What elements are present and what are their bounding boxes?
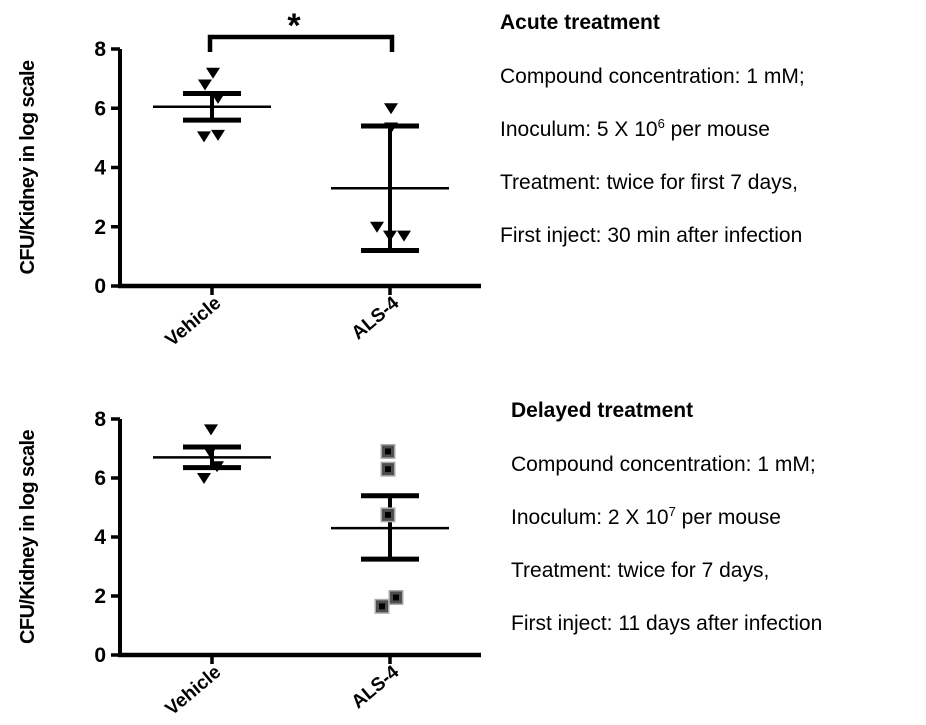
acute-info-title: Acute treatment [500, 11, 660, 34]
y-tick-label: 0 [94, 275, 106, 298]
data-point-square-core [393, 594, 399, 601]
y-tick-label: 8 [94, 38, 106, 61]
data-point-triangle [197, 131, 211, 143]
info-line: First inject: 11 days after infection [511, 612, 823, 635]
y-tick-label: 4 [94, 526, 106, 549]
acute-info-block: Acute treatment Compound concentration: … [500, 10, 920, 276]
data-point-triangle [206, 67, 220, 79]
delayed-info-lines: Compound concentration: 1 mM; Inoculum: 2… [511, 452, 926, 637]
y-tick-label: 6 [94, 97, 106, 120]
category-label: ALS-4 [348, 661, 404, 713]
y-tick-label: 2 [94, 216, 106, 239]
delayed-treatment-chart: 0 2 4 6 8 Vehicle ALS-4 CFU/Kidney in log scale [17, 408, 481, 720]
data-point-triangle [211, 129, 225, 141]
info-line: Treatment: twice for first 7 days, [500, 171, 798, 194]
data-point-triangle [204, 424, 218, 436]
data-point-square-core [379, 603, 385, 610]
data-point-triangle [198, 79, 212, 91]
y-tick-label: 2 [94, 585, 106, 608]
category-label: Vehicle [162, 293, 226, 351]
category-label: ALS-4 [348, 292, 404, 344]
data-point-triangle [384, 103, 398, 115]
y-tick-label: 8 [94, 408, 106, 431]
info-line: Compound concentration: 1 mM; [511, 453, 816, 476]
y-tick-label: 4 [94, 157, 106, 180]
info-line: Treatment: twice for 7 days, [511, 559, 770, 582]
category-label: Vehicle [162, 662, 226, 720]
y-axis-title: CFU/Kidney in log scale [17, 430, 39, 644]
y-axis-title: CFU/Kidney in log scale [17, 60, 39, 274]
acute-info-lines: Compound concentration: 1 mM; Inoculum: 5… [500, 64, 920, 249]
data-point-triangle [210, 461, 224, 473]
data-point-triangle [211, 92, 225, 104]
data-point-triangle [197, 473, 211, 484]
y-tick-label: 0 [94, 644, 106, 667]
delayed-info-block: Delayed treatment Compound concentration… [511, 398, 926, 664]
data-point-square-core [385, 466, 391, 473]
info-line: Inoculum: 5 X 106 per mouse [500, 116, 770, 141]
acute-treatment-chart: 0 2 4 6 8 Vehicle ALS-4 CFU/Kidney in log scale… [17, 7, 481, 351]
y-tick-label: 6 [94, 467, 106, 490]
data-point-square-core [385, 511, 391, 518]
data-point-triangle [397, 230, 411, 242]
info-line: First inject: 30 min after infection [500, 224, 803, 247]
data-point-square-core [385, 448, 391, 455]
info-line: Inoculum: 2 X 107 per mouse [511, 504, 781, 529]
data-point-triangle [370, 221, 384, 233]
data-point-triangle [383, 230, 397, 242]
data-point-triangle [384, 122, 398, 134]
data-point-triangle [203, 446, 217, 458]
significance-bracket [207, 34, 395, 52]
info-line: Compound concentration: 1 mM; [500, 65, 805, 88]
significance-star: * [287, 7, 301, 45]
delayed-info-title: Delayed treatment [511, 399, 694, 422]
